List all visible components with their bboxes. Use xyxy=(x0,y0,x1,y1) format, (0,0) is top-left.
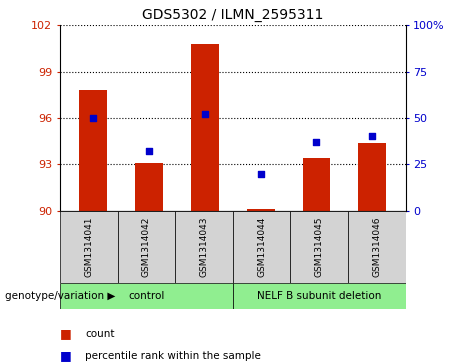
Text: count: count xyxy=(85,329,115,339)
Text: NELF B subunit deletion: NELF B subunit deletion xyxy=(257,291,381,301)
Point xyxy=(146,148,153,154)
Point xyxy=(90,115,97,121)
Text: GSM1314043: GSM1314043 xyxy=(200,217,208,277)
Bar xyxy=(118,211,175,283)
Bar xyxy=(135,163,163,211)
Bar xyxy=(302,158,331,211)
Bar xyxy=(247,209,275,211)
Point xyxy=(368,134,376,139)
Bar xyxy=(175,211,233,283)
Point xyxy=(257,171,264,176)
Text: GSM1314041: GSM1314041 xyxy=(84,217,93,277)
Text: GSM1314046: GSM1314046 xyxy=(372,217,381,277)
Bar xyxy=(233,211,290,283)
Bar xyxy=(233,283,406,309)
Bar xyxy=(191,44,219,211)
Text: ■: ■ xyxy=(60,327,71,340)
Bar xyxy=(348,211,406,283)
Text: percentile rank within the sample: percentile rank within the sample xyxy=(85,351,261,361)
Text: ■: ■ xyxy=(60,349,71,362)
Point xyxy=(201,111,209,117)
Bar xyxy=(79,90,107,211)
Text: GSM1314045: GSM1314045 xyxy=(315,217,324,277)
Title: GDS5302 / ILMN_2595311: GDS5302 / ILMN_2595311 xyxy=(142,8,324,22)
Text: GSM1314044: GSM1314044 xyxy=(257,217,266,277)
Bar xyxy=(358,143,386,211)
Text: GSM1314042: GSM1314042 xyxy=(142,217,151,277)
Point xyxy=(313,139,320,145)
Text: genotype/variation ▶: genotype/variation ▶ xyxy=(5,291,115,301)
Bar xyxy=(60,283,233,309)
Bar xyxy=(60,211,118,283)
Text: control: control xyxy=(128,291,165,301)
Bar xyxy=(290,211,348,283)
